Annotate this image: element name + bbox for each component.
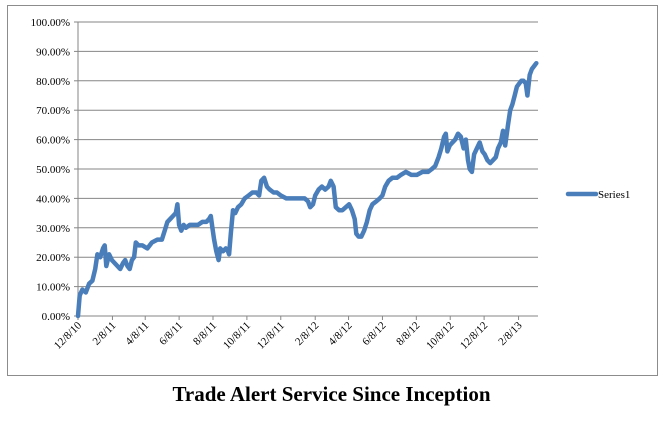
legend: Series1 — [565, 189, 630, 201]
x-tick-label: 8/8/12 — [394, 320, 422, 348]
y-tick-label: 90.00% — [36, 46, 70, 58]
x-tick-label: 10/8/11 — [221, 320, 253, 352]
x-tick-label: 6/8/12 — [360, 320, 388, 348]
x-tick-label: 4/8/12 — [326, 320, 354, 348]
x-tick-label: 8/8/11 — [191, 320, 219, 348]
series-line — [75, 60, 539, 319]
y-tick-label: 0.00% — [42, 311, 70, 323]
x-tick-label: 12/8/12 — [458, 320, 490, 352]
chart-caption: Trade Alert Service Since Inception — [172, 382, 491, 406]
y-tick-label: 70.00% — [36, 105, 70, 117]
y-tick-label: 60.00% — [36, 135, 70, 147]
y-tick-labels: 0.00% 10.00% 20.00% 30.00% 40.00% 50.00% 60.00… — [31, 17, 70, 323]
x-tick-label: 4/8/11 — [123, 320, 151, 348]
x-tick-labels: 12/8/10 2/8/11 4/8/11 6/8/11 8/8/11 10/8/11 12… — [52, 319, 525, 352]
x-tick-label: 6/8/11 — [157, 320, 185, 348]
x-tick-label: 12/8/10 — [52, 319, 85, 352]
x-tick-label: 2/8/11 — [90, 320, 118, 348]
line-chart: 0.00% 10.00% 20.00% 30.00% 40.00% 50.00% 60.00… — [31, 17, 631, 352]
x-tick-label: 10/8/12 — [424, 320, 456, 352]
legend-label: Series1 — [598, 189, 630, 201]
y-tick-label: 100.00% — [31, 17, 70, 29]
y-tick-label: 80.00% — [36, 76, 70, 88]
x-tick-label: 12/8/11 — [255, 320, 287, 352]
y-tick-label: 40.00% — [36, 193, 70, 205]
axes — [74, 21, 538, 320]
x-tick-label: 2/8/12 — [293, 320, 321, 348]
y-tick-label: 20.00% — [36, 252, 70, 264]
y-tick-label: 50.00% — [36, 164, 70, 176]
x-tick-label: 2/8/13 — [496, 319, 525, 348]
series-lines — [75, 60, 539, 319]
y-tick-label: 10.00% — [36, 282, 70, 294]
y-tick-label: 30.00% — [36, 223, 70, 235]
